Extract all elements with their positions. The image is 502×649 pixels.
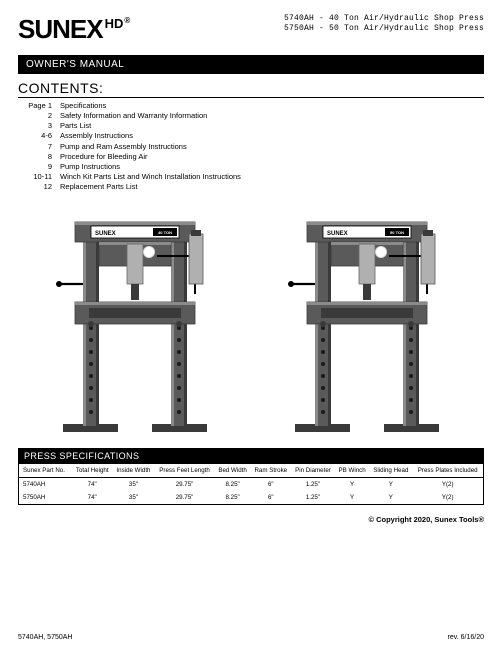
toc-page: 10-11 [18, 172, 60, 182]
footer: 5740AH, 5750AH rev. 6/16/20 [18, 634, 484, 641]
toc-row: 7Pump and Ram Assembly Instructions [18, 142, 484, 152]
logo-hd: HD® [105, 16, 131, 31]
header: SUNEX HD® 5740AH - 40 Ton Air/Hydraulic … [18, 14, 484, 45]
footer-revision: rev. 6/16/20 [448, 634, 484, 641]
toc-row: 9Pump Instructions [18, 162, 484, 172]
spec-cell: 1.25" [291, 491, 335, 505]
svg-text:40 TON: 40 TON [158, 230, 172, 235]
spec-cell: 8.25" [215, 491, 251, 505]
toc-label: Parts List [60, 121, 484, 131]
toc-row: 12Replacement Parts List [18, 182, 484, 192]
spec-cell: Y [335, 491, 369, 505]
spec-col-header: Sunex Part No. [19, 464, 72, 478]
toc-label: Pump and Ram Assembly Instructions [60, 142, 484, 152]
spec-cell: Y [369, 491, 412, 505]
toc-label: Replacement Parts List [60, 182, 484, 192]
toc-row: Page 1Specifications [18, 101, 484, 111]
spec-cell: 29.75" [154, 478, 214, 492]
spec-cell: Y(2) [412, 491, 483, 505]
spec-col-header: Ram Stroke [251, 464, 291, 478]
toc-label: Procedure for Bleeding Air [60, 152, 484, 162]
table-of-contents: Page 1Specifications2Safety Information … [18, 101, 484, 192]
toc-page: 7 [18, 142, 60, 152]
spec-table: Sunex Part No.Total HeightInside WidthPr… [18, 464, 484, 505]
spec-cell: Y(2) [412, 478, 483, 492]
spec-col-header: Inside Width [112, 464, 154, 478]
product-titles: 5740AH - 40 Ton Air/Hydraulic Shop Press… [284, 14, 484, 35]
spec-cell: 29.75" [154, 491, 214, 505]
toc-label: Pump Instructions [60, 162, 484, 172]
svg-text:50 TON: 50 TON [390, 230, 404, 235]
toc-row: 8Procedure for Bleeding Air [18, 152, 484, 162]
toc-page: 9 [18, 162, 60, 172]
toc-label: Winch Kit Parts List and Winch Installat… [60, 172, 484, 182]
spec-cell: 74" [72, 478, 112, 492]
spec-col-header: PB Winch [335, 464, 369, 478]
spec-col-header: Pin Diameter [291, 464, 335, 478]
toc-row: 4-6Assembly Instructions [18, 131, 484, 141]
spec-row: 5740AH74"35"29.75"8.25"6"1.25"YYY(2) [19, 478, 484, 492]
spec-col-header: Press Feet Length [154, 464, 214, 478]
toc-page: 4-6 [18, 131, 60, 141]
toc-page: Page 1 [18, 101, 60, 111]
toc-label: Specifications [60, 101, 484, 111]
spec-row: 5750AH74"35"29.75"8.25"6"1.25"YYY(2) [19, 491, 484, 505]
press-illustration-left: SUNEX 40 TON [45, 204, 225, 434]
spec-cell: 5750AH [19, 491, 72, 505]
svg-text:SUNEX: SUNEX [95, 231, 116, 237]
toc-page: 3 [18, 121, 60, 131]
toc-row: 10-11Winch Kit Parts List and Winch Inst… [18, 172, 484, 182]
toc-row: 3Parts List [18, 121, 484, 131]
logo-main: SUNEX [18, 14, 103, 45]
product-line-2: 5750AH - 50 Ton Air/Hydraulic Shop Press [284, 24, 484, 34]
spec-cell: 1.25" [291, 478, 335, 492]
footer-models: 5740AH, 5750AH [18, 634, 72, 641]
spec-heading-bar: PRESS SPECIFICATIONS [18, 448, 484, 464]
spec-cell: Y [335, 478, 369, 492]
spec-cell: 74" [72, 491, 112, 505]
spec-col-header: Sliding Head [369, 464, 412, 478]
spec-cell: 6" [251, 478, 291, 492]
spec-col-header: Bed Width [215, 464, 251, 478]
spec-cell: 35" [112, 478, 154, 492]
spec-cell: 8.25" [215, 478, 251, 492]
toc-page: 12 [18, 182, 60, 192]
spec-cell: 6" [251, 491, 291, 505]
spec-col-header: Press Plates Included [412, 464, 483, 478]
spec-cell: 35" [112, 491, 154, 505]
toc-label: Assembly Instructions [60, 131, 484, 141]
toc-label: Safety Information and Warranty Informat… [60, 111, 484, 121]
press-illustration-right: SUNEX 50 TON [277, 204, 457, 434]
spec-cell: Y [369, 478, 412, 492]
spec-col-header: Total Height [72, 464, 112, 478]
svg-text:SUNEX: SUNEX [327, 231, 348, 237]
copyright: © Copyright 2020, Sunex Tools® [18, 515, 484, 524]
logo: SUNEX HD® [18, 14, 130, 45]
spec-header-row: Sunex Part No.Total HeightInside WidthPr… [19, 464, 484, 478]
spec-body: 5740AH74"35"29.75"8.25"6"1.25"YYY(2)5750… [19, 478, 484, 505]
illustration-row: SUNEX 40 TON SUNEX 50 TON [18, 204, 484, 434]
owners-manual-bar: OWNER'S MANUAL [18, 55, 484, 74]
toc-page: 8 [18, 152, 60, 162]
contents-heading: CONTENTS: [18, 80, 484, 98]
toc-row: 2Safety Information and Warranty Informa… [18, 111, 484, 121]
product-line-1: 5740AH - 40 Ton Air/Hydraulic Shop Press [284, 14, 484, 24]
spec-cell: 5740AH [19, 478, 72, 492]
toc-page: 2 [18, 111, 60, 121]
